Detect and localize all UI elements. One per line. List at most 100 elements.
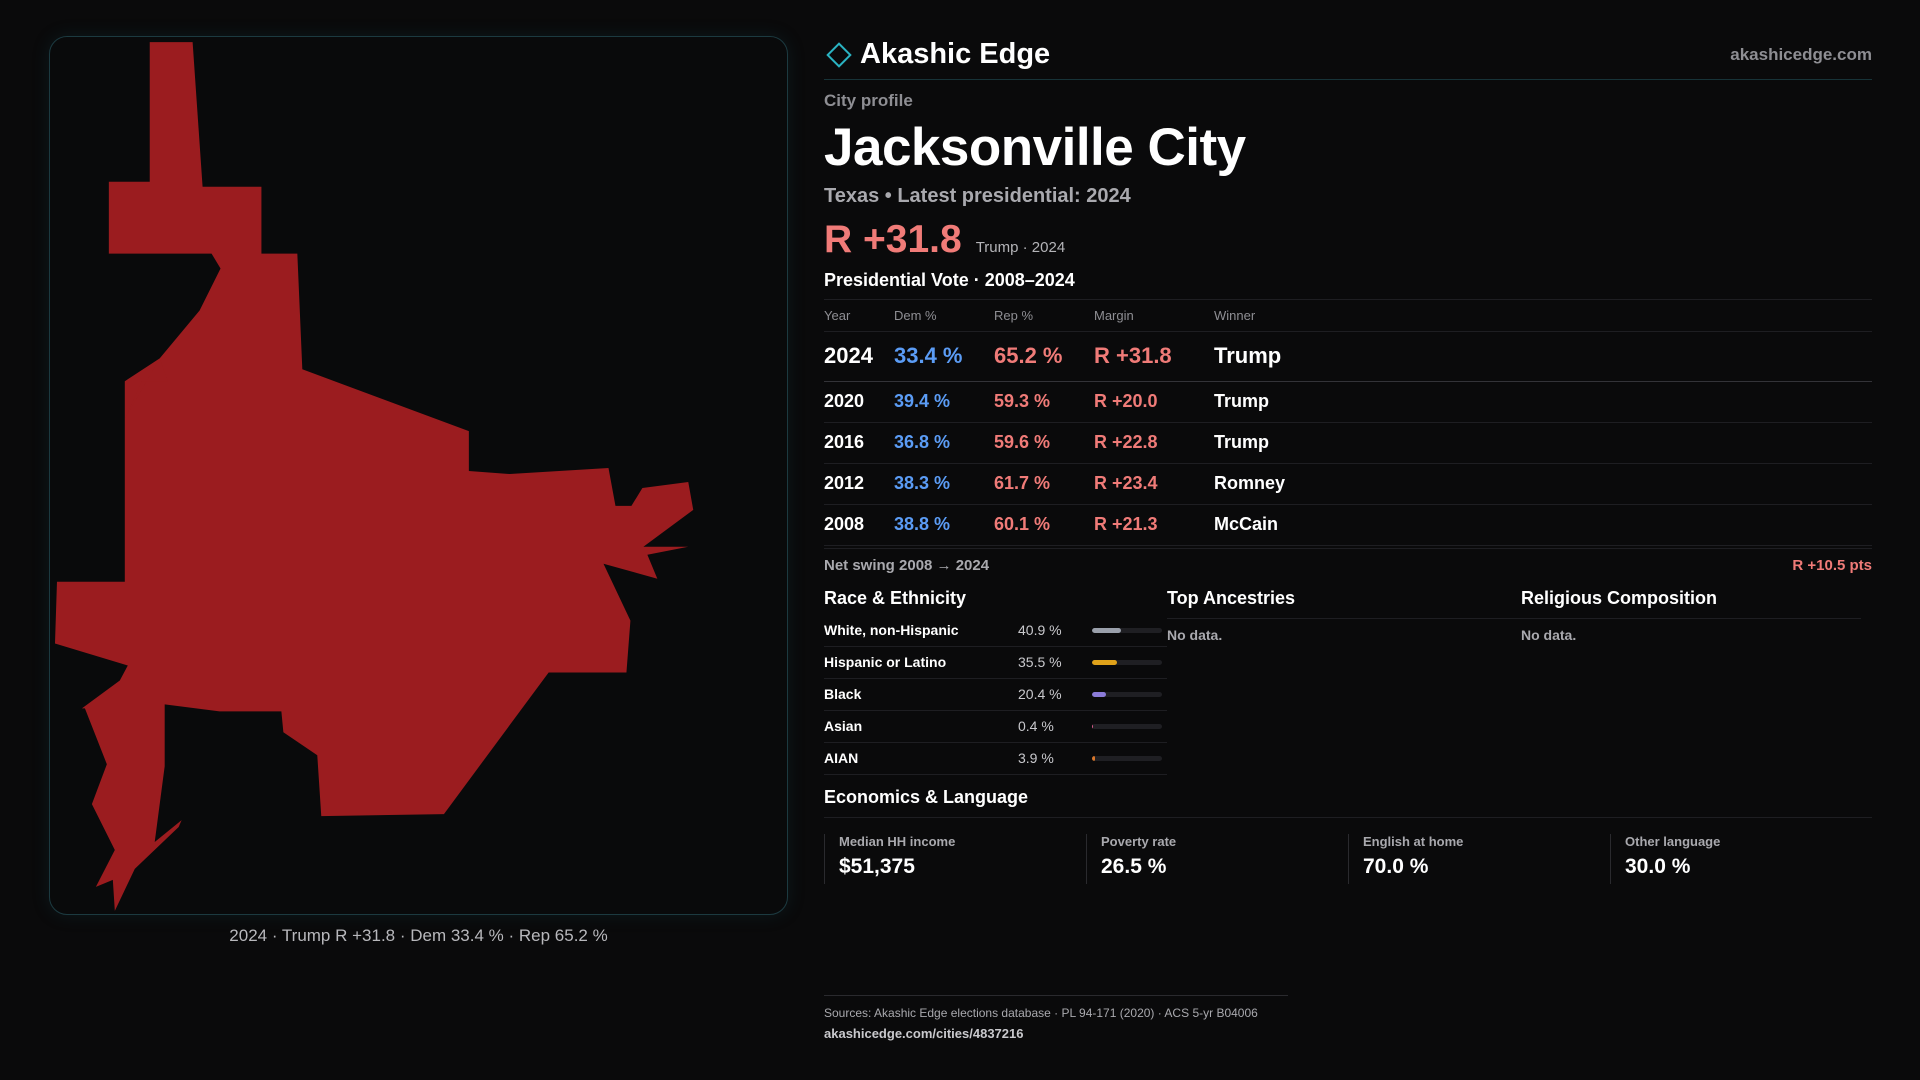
brand[interactable]: Akashic Edge	[824, 38, 1050, 71]
race-row: White, non-Hispanic 40.9 %	[824, 615, 1167, 647]
race-row: Asian 0.4 %	[824, 711, 1167, 743]
econ-value: $51,375	[839, 854, 915, 878]
race-bar-track	[1092, 691, 1162, 697]
econ-card-poverty: Poverty rate 26.5 %	[1086, 833, 1348, 884]
header-winner: Winner	[1214, 300, 1872, 332]
race-bar-fill	[1092, 659, 1117, 665]
race-bar-fill	[1092, 627, 1121, 633]
net-swing-label: Net swing 2008 → 2024	[824, 556, 990, 574]
cell-rep: 61.7 %	[994, 463, 1094, 505]
cell-margin: R +31.8	[1094, 331, 1214, 382]
race-pct: 0.4 %	[1018, 718, 1054, 734]
race-bar-track	[1092, 755, 1162, 761]
economics-section-title: Economics & Language	[824, 787, 1872, 818]
cell-dem: 39.4 %	[894, 381, 994, 423]
econ-label: Poverty rate	[1101, 833, 1177, 849]
cell-dem: 38.3 %	[894, 463, 994, 505]
ancestries-empty: No data.	[1167, 626, 1223, 643]
race-pct: 40.9 %	[1018, 622, 1062, 638]
table-header-row: Year Dem % Rep % Margin Winner	[824, 300, 1872, 332]
race-bar-track	[1092, 627, 1162, 633]
map-caption: 2024 · Trump R +31.8 · Dem 33.4 % · Rep …	[229, 926, 608, 945]
cell-dem: 36.8 %	[894, 422, 994, 464]
race-name: Black	[824, 686, 862, 702]
sources-text: Sources: Akashic Edge elections database…	[824, 1006, 1258, 1020]
cell-rep: 59.3 %	[994, 381, 1094, 423]
econ-card-english: English at home 70.0 %	[1348, 833, 1610, 884]
race-pct: 35.5 %	[1018, 654, 1062, 670]
table-row: 2024 33.4 % 65.2 % R +31.8 Trump	[824, 331, 1872, 382]
cell-rep: 60.1 %	[994, 504, 1094, 546]
city-profile-content: Akashic Edge akashicedge.com City profil…	[824, 30, 1872, 884]
cell-year: 2020	[824, 381, 894, 423]
econ-card-other-language: Other language 30.0 %	[1610, 833, 1872, 884]
header-year: Year	[824, 300, 894, 332]
race-bar-track	[1092, 723, 1162, 729]
race-pct: 20.4 %	[1018, 686, 1062, 702]
race-ethnicity-section: Race & Ethnicity White, non-Hispanic 40.9…	[824, 588, 1167, 775]
sources-url-link[interactable]: akashicedge.com/cities/4837216	[824, 1026, 1024, 1041]
econ-value: 30.0 %	[1625, 854, 1691, 878]
city-boundary-map	[54, 42, 694, 911]
race-row: Black 20.4 %	[824, 679, 1167, 711]
race-bar-fill	[1092, 755, 1095, 761]
table-row: 2016 36.8 % 59.6 % R +22.8 Trump	[824, 422, 1872, 464]
religion-section-title: Religious Composition	[1521, 588, 1861, 619]
demographics-columns: Race & Ethnicity White, non-Hispanic 40.9…	[824, 588, 1872, 775]
race-list: White, non-Hispanic 40.9 % Hispanic or Lat…	[824, 615, 1167, 775]
religion-section: Religious Composition No data.	[1521, 588, 1861, 775]
headline-margin: R +31.8 Trump · 2024	[824, 218, 1872, 262]
ancestries-section: Top Ancestries No data.	[1167, 588, 1521, 775]
cell-winner: Trump	[1214, 422, 1872, 464]
cell-margin: R +23.4	[1094, 463, 1214, 505]
econ-value: 26.5 %	[1101, 854, 1167, 878]
race-bar-track	[1092, 659, 1162, 665]
ancestries-section-title: Top Ancestries	[1167, 588, 1521, 619]
headline-margin-sub: Trump · 2024	[975, 239, 1066, 256]
cell-year: 2024	[824, 331, 894, 382]
cell-winner: Trump	[1214, 331, 1872, 382]
net-swing-value: R +10.5 pts	[1792, 556, 1872, 574]
page-subtitle: Texas • Latest presidential: 2024	[824, 185, 1131, 207]
economics-cards: Median HH income $51,375 Poverty rate 26…	[824, 833, 1872, 884]
race-name: White, non-Hispanic	[824, 622, 959, 638]
page-eyebrow: City profile	[824, 91, 913, 110]
header: Akashic Edge akashicedge.com	[824, 30, 1872, 80]
headline-margin-value: R +31.8	[824, 218, 962, 261]
diamond-logo-icon	[826, 41, 852, 68]
page-title: Jacksonville City	[824, 118, 1246, 177]
brand-site-link[interactable]: akashicedge.com	[1730, 44, 1872, 64]
cell-dem: 38.8 %	[894, 504, 994, 546]
brand-name: Akashic Edge	[860, 38, 1051, 70]
cell-rep: 65.2 %	[994, 331, 1094, 382]
race-pct: 3.9 %	[1018, 750, 1054, 766]
cell-dem: 33.4 %	[894, 331, 994, 382]
cell-margin: R +20.0	[1094, 381, 1214, 423]
race-section-title: Race & Ethnicity	[824, 587, 967, 608]
table-row: 2008 38.8 % 60.1 % R +21.3 McCain	[824, 504, 1872, 546]
header-dem: Dem %	[894, 300, 994, 332]
cell-year: 2012	[824, 463, 894, 505]
cell-rep: 59.6 %	[994, 422, 1094, 464]
cell-winner: Romney	[1214, 463, 1872, 505]
header-rep: Rep %	[994, 300, 1094, 332]
cell-margin: R +21.3	[1094, 504, 1214, 546]
cell-year: 2016	[824, 422, 894, 464]
cell-winner: McCain	[1214, 504, 1872, 546]
city-boundary-shape	[54, 42, 694, 911]
city-boundary-shape	[124, 358, 168, 420]
header-margin: Margin	[1094, 300, 1214, 332]
race-bar-fill	[1092, 691, 1107, 697]
city-map-panel	[49, 36, 788, 915]
race-name: AIAN	[824, 750, 859, 766]
vote-section-title: Presidential Vote · 2008–2024	[824, 270, 1872, 300]
race-row: Hispanic or Latino 35.5 %	[824, 647, 1167, 679]
cell-winner: Trump	[1214, 381, 1872, 423]
religion-empty: No data.	[1521, 626, 1577, 643]
race-bar-fill	[1092, 723, 1094, 729]
econ-label: English at home	[1363, 833, 1464, 849]
econ-value: 70.0 %	[1363, 854, 1429, 878]
table-row: 2012 38.3 % 61.7 % R +23.4 Romney	[824, 463, 1872, 505]
race-name: Asian	[824, 718, 863, 734]
sources-footer: Sources: Akashic Edge elections database…	[824, 995, 1288, 1041]
